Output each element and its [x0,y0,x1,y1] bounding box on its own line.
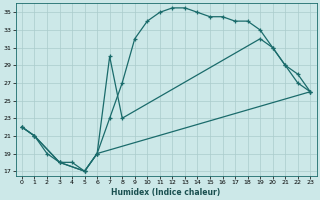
X-axis label: Humidex (Indice chaleur): Humidex (Indice chaleur) [111,188,221,197]
